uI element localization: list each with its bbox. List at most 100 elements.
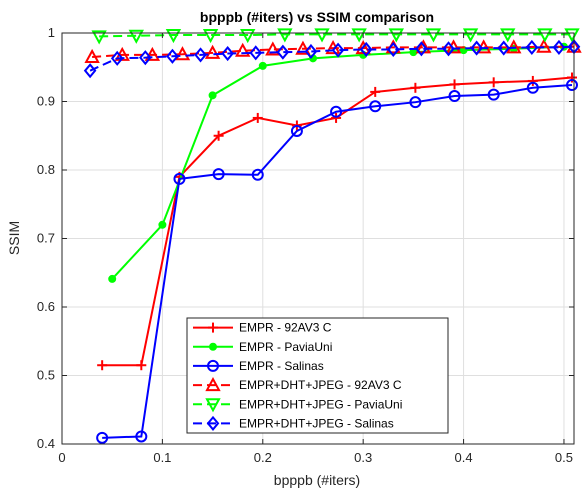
- y-axis-label: SSIM: [6, 221, 22, 255]
- data-point: [110, 50, 124, 66]
- legend-label: EMPR+DHT+JPEG - Salinas: [239, 416, 394, 430]
- data-point: [304, 43, 318, 60]
- data-point: [204, 44, 221, 59]
- data-point: [265, 41, 281, 56]
- data-point: [240, 29, 256, 44]
- data-point: [488, 77, 499, 88]
- data-point: [500, 28, 516, 43]
- data-point: [470, 40, 483, 56]
- data-point: [97, 360, 108, 371]
- data-point: [213, 130, 224, 141]
- legend-entry: EMPR - Salinas: [193, 359, 324, 373]
- x-tick-label: 0.3: [354, 450, 372, 465]
- legend: EMPR - 92AV3 C EMPR - PaviaUni EMPR - Sali…: [186, 317, 449, 434]
- x-tick-label: 0.2: [254, 450, 272, 465]
- legend-marker: [207, 359, 219, 372]
- data-point: [527, 75, 538, 86]
- legend-box: [186, 317, 449, 434]
- data-point: [173, 172, 186, 185]
- y-tick-label: 1: [48, 25, 55, 40]
- y-tick-label: 0.4: [37, 436, 55, 451]
- data-point: [174, 46, 191, 61]
- data-point: [537, 28, 553, 43]
- data-point: [108, 274, 117, 283]
- y-tick-label: 0.5: [37, 368, 55, 383]
- data-point: [83, 63, 97, 79]
- series-line: [89, 45, 575, 72]
- data-point: [536, 38, 552, 53]
- legend-marker: [206, 415, 220, 431]
- data-point: [462, 28, 479, 43]
- data-point: [276, 44, 290, 60]
- data-point: [235, 42, 251, 57]
- data-point: [564, 28, 580, 43]
- data-point: [84, 48, 100, 63]
- series-5: [83, 39, 581, 79]
- data-point: [497, 40, 511, 56]
- data-point: [565, 79, 578, 92]
- data-point: [331, 42, 345, 58]
- legend-label: EMPR - PaviaUni: [239, 340, 332, 354]
- data-point: [449, 79, 460, 90]
- data-point: [277, 28, 293, 43]
- legend-marker: [208, 322, 218, 333]
- data-point: [425, 28, 442, 43]
- legend-label: EMPR+DHT+JPEG - PaviaUni: [239, 397, 402, 411]
- data-point: [91, 30, 107, 45]
- chart-title: bpppb (#iters) vs SSIM comparison: [200, 9, 434, 25]
- legend-entry: EMPR - PaviaUni: [193, 340, 332, 354]
- data-point: [139, 50, 152, 66]
- legend-entry: EMPR+DHT+JPEG - Salinas: [193, 415, 394, 431]
- data-point: [388, 28, 404, 43]
- data-point: [386, 41, 400, 58]
- data-point: [202, 29, 219, 44]
- data-point: [351, 28, 367, 43]
- data-point: [552, 39, 566, 55]
- series-line: [102, 84, 573, 439]
- data-point: [96, 431, 109, 444]
- legend-marker: [209, 342, 217, 351]
- series-0: [97, 72, 577, 371]
- legend-marker: [205, 398, 221, 413]
- data-point: [128, 29, 144, 44]
- data-point: [369, 100, 382, 113]
- legend-entry: EMPR - 92AV3 C: [193, 321, 332, 335]
- legend-label: EMPR - 92AV3 C: [239, 321, 332, 335]
- data-point: [136, 360, 147, 371]
- legend-label: EMPR - Salinas: [239, 359, 324, 373]
- series-4: [91, 28, 580, 45]
- data-point: [158, 220, 167, 229]
- data-point: [370, 86, 381, 97]
- legend-label: EMPR+DHT+JPEG - 92AV3 C: [239, 378, 402, 392]
- data-point: [525, 39, 539, 55]
- series-2: [96, 79, 578, 444]
- data-point: [359, 41, 373, 58]
- data-point: [221, 45, 234, 62]
- data-point: [252, 112, 263, 123]
- data-point: [208, 91, 217, 100]
- data-point: [194, 47, 207, 63]
- data-point: [445, 39, 462, 54]
- ticks: 0 0.1 0.2 0.3 0.4 0.5 0.4 0.5 0.6 0.7 0.8 0.9 1: [37, 25, 574, 465]
- x-tick-label: 0: [58, 450, 65, 465]
- data-point: [144, 46, 161, 61]
- legend-entry: EMPR+DHT+JPEG - PaviaUni: [193, 397, 402, 413]
- y-tick-label: 0.6: [37, 299, 55, 314]
- data-point: [410, 82, 421, 93]
- data-point: [506, 39, 522, 54]
- series-layer: [83, 28, 582, 444]
- data-point: [251, 168, 264, 181]
- data-point: [135, 430, 148, 443]
- series-line: [99, 33, 572, 38]
- legend-marker: [205, 376, 221, 392]
- data-point: [295, 40, 311, 55]
- data-point: [249, 45, 263, 61]
- x-tick-label: 0.5: [555, 450, 573, 465]
- data-point: [314, 28, 330, 43]
- data-point: [487, 88, 500, 101]
- x-axis-label: bpppb (#iters): [274, 472, 360, 488]
- data-point: [526, 81, 539, 94]
- data-point: [409, 96, 422, 109]
- data-point: [212, 168, 225, 181]
